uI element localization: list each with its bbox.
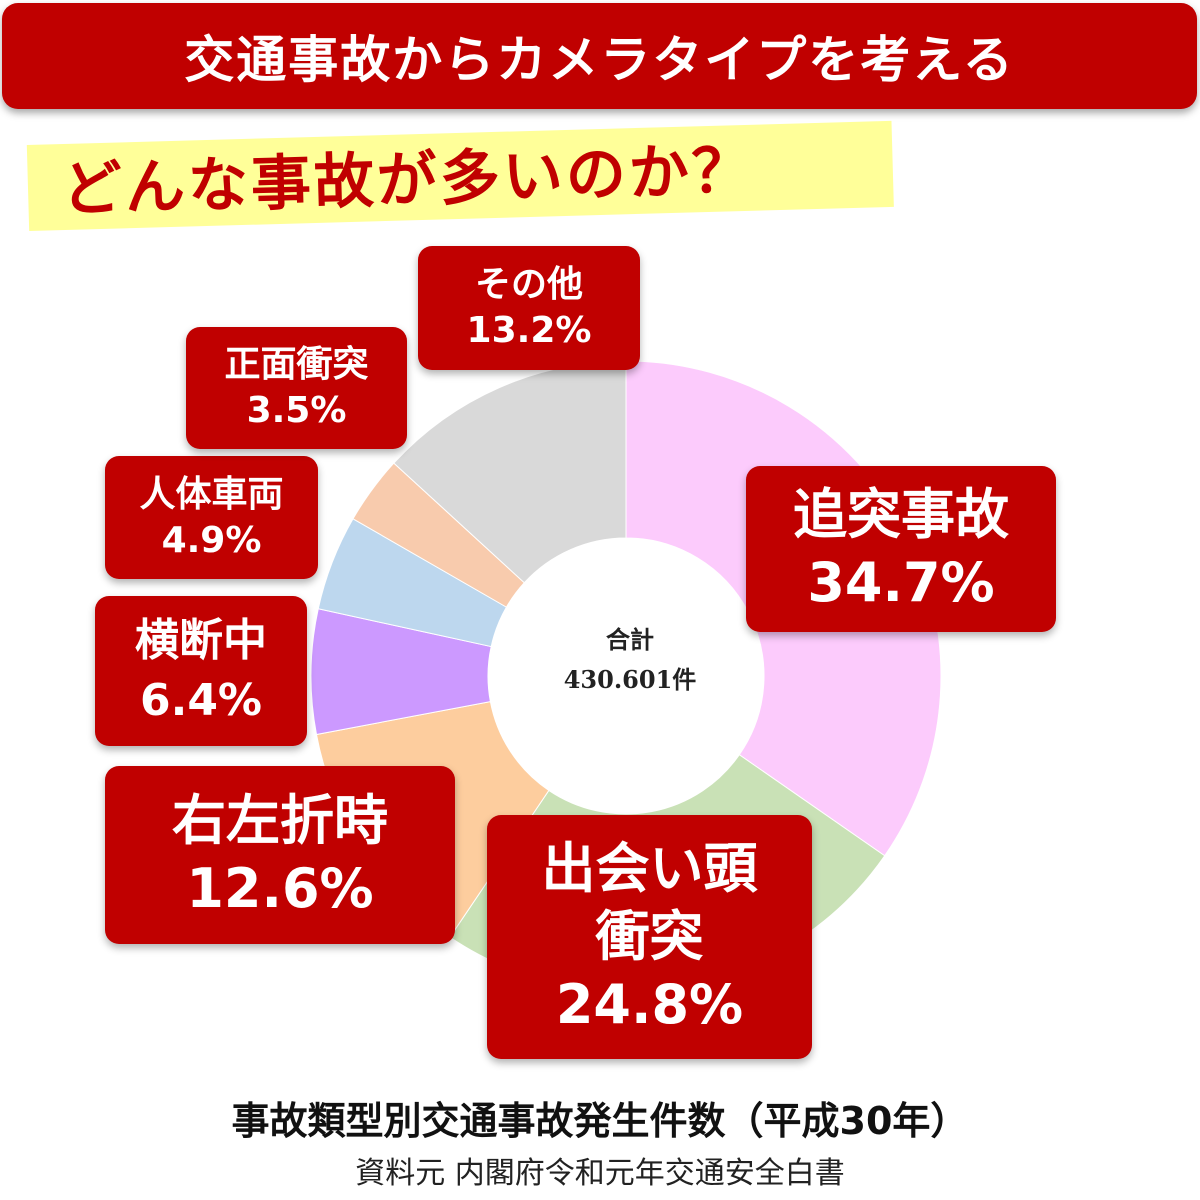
callout-turning-name: 右左折時: [172, 789, 388, 852]
callout-head-on: 正面衝突 3.5%: [186, 327, 407, 449]
callout-rear-end-value: 34.7%: [807, 551, 995, 614]
callout-crossing-collision-name: 出会い頭衝突: [541, 837, 758, 968]
footer-source: 資料元 内閣府令和元年交通安全白書: [355, 1156, 845, 1191]
callout-other: その他 13.2%: [418, 246, 640, 370]
callout-pedestrian-crossing-name: 横断中: [135, 615, 267, 666]
donut-hole: [488, 538, 764, 814]
callout-pedestrian-crossing: 横断中 6.4%: [95, 596, 307, 746]
center-label: 合計 430.601件: [540, 620, 720, 700]
callout-pedestrian-crossing-value: 6.4%: [139, 675, 263, 726]
callout-other-value: 13.2%: [466, 310, 592, 351]
footer-title: 事故類型別交通事故発生件数（平成30年）: [231, 1099, 969, 1143]
callout-other-name: その他: [474, 264, 583, 305]
callout-head-on-value: 3.5%: [246, 390, 347, 431]
callout-person-vehicle-value: 4.9%: [161, 519, 262, 561]
callout-crossing-collision-value: 24.8%: [555, 973, 744, 1036]
center-total-label: 合計: [606, 625, 654, 654]
callout-person-vehicle-name: 人体車両: [139, 473, 284, 515]
callout-head-on-name: 正面衝突: [224, 344, 369, 385]
callout-turning-value: 12.6%: [186, 857, 374, 920]
callout-turning: 右左折時 12.6%: [105, 766, 455, 944]
callout-person-vehicle: 人体車両 4.9%: [105, 456, 318, 579]
callout-rear-end: 追突事故 34.7%: [746, 466, 1056, 632]
callout-rear-end-name: 追突事故: [793, 483, 1009, 546]
header-title: 交通事故からカメラタイプを考える: [2, 3, 1197, 109]
center-total-value: 430.601件: [563, 665, 697, 694]
callout-crossing-collision: 出会い頭衝突 24.8%: [487, 815, 812, 1059]
